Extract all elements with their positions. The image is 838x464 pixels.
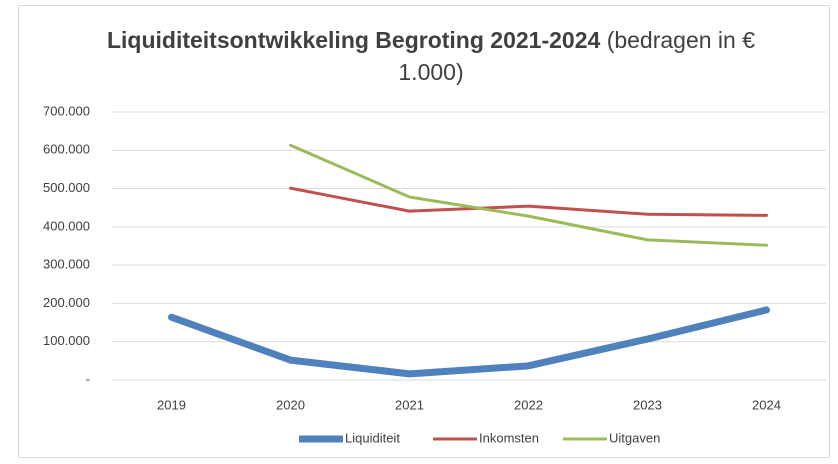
y-tick-label: 600.000 [43, 142, 90, 157]
x-tick-label: 2023 [633, 397, 662, 412]
y-tick-label: 200.000 [43, 295, 90, 310]
legend-label: Inkomsten [479, 430, 539, 445]
x-tick-label: 2021 [395, 397, 424, 412]
y-tick-label: 400.000 [43, 218, 90, 233]
legend-label: Uitgaven [609, 430, 660, 445]
y-tick-label: 500.000 [43, 180, 90, 195]
x-tick-label: 2022 [514, 397, 543, 412]
x-tick-label: 2020 [276, 397, 305, 412]
title-block: Liquiditeitsontwikkeling Begroting 2021-… [96, 24, 766, 88]
y-tick-label: 100.000 [43, 333, 90, 348]
y-tick-label: 700.000 [43, 103, 90, 118]
line-series [289, 186, 768, 217]
y-tick-label: 300.000 [43, 257, 90, 272]
line-series [168, 306, 770, 378]
line-series [289, 143, 768, 247]
chart-border [18, 5, 830, 458]
chart-title: Liquiditeitsontwikkeling Begroting 2021-… [106, 27, 601, 53]
x-tick-label: 2024 [752, 397, 781, 412]
chart-subtitle: (bedragen in € 1.000) [398, 27, 756, 85]
legend-label: Liquiditeit [345, 430, 400, 445]
y-tick-label: - [86, 371, 90, 386]
x-tick-label: 2019 [157, 397, 186, 412]
